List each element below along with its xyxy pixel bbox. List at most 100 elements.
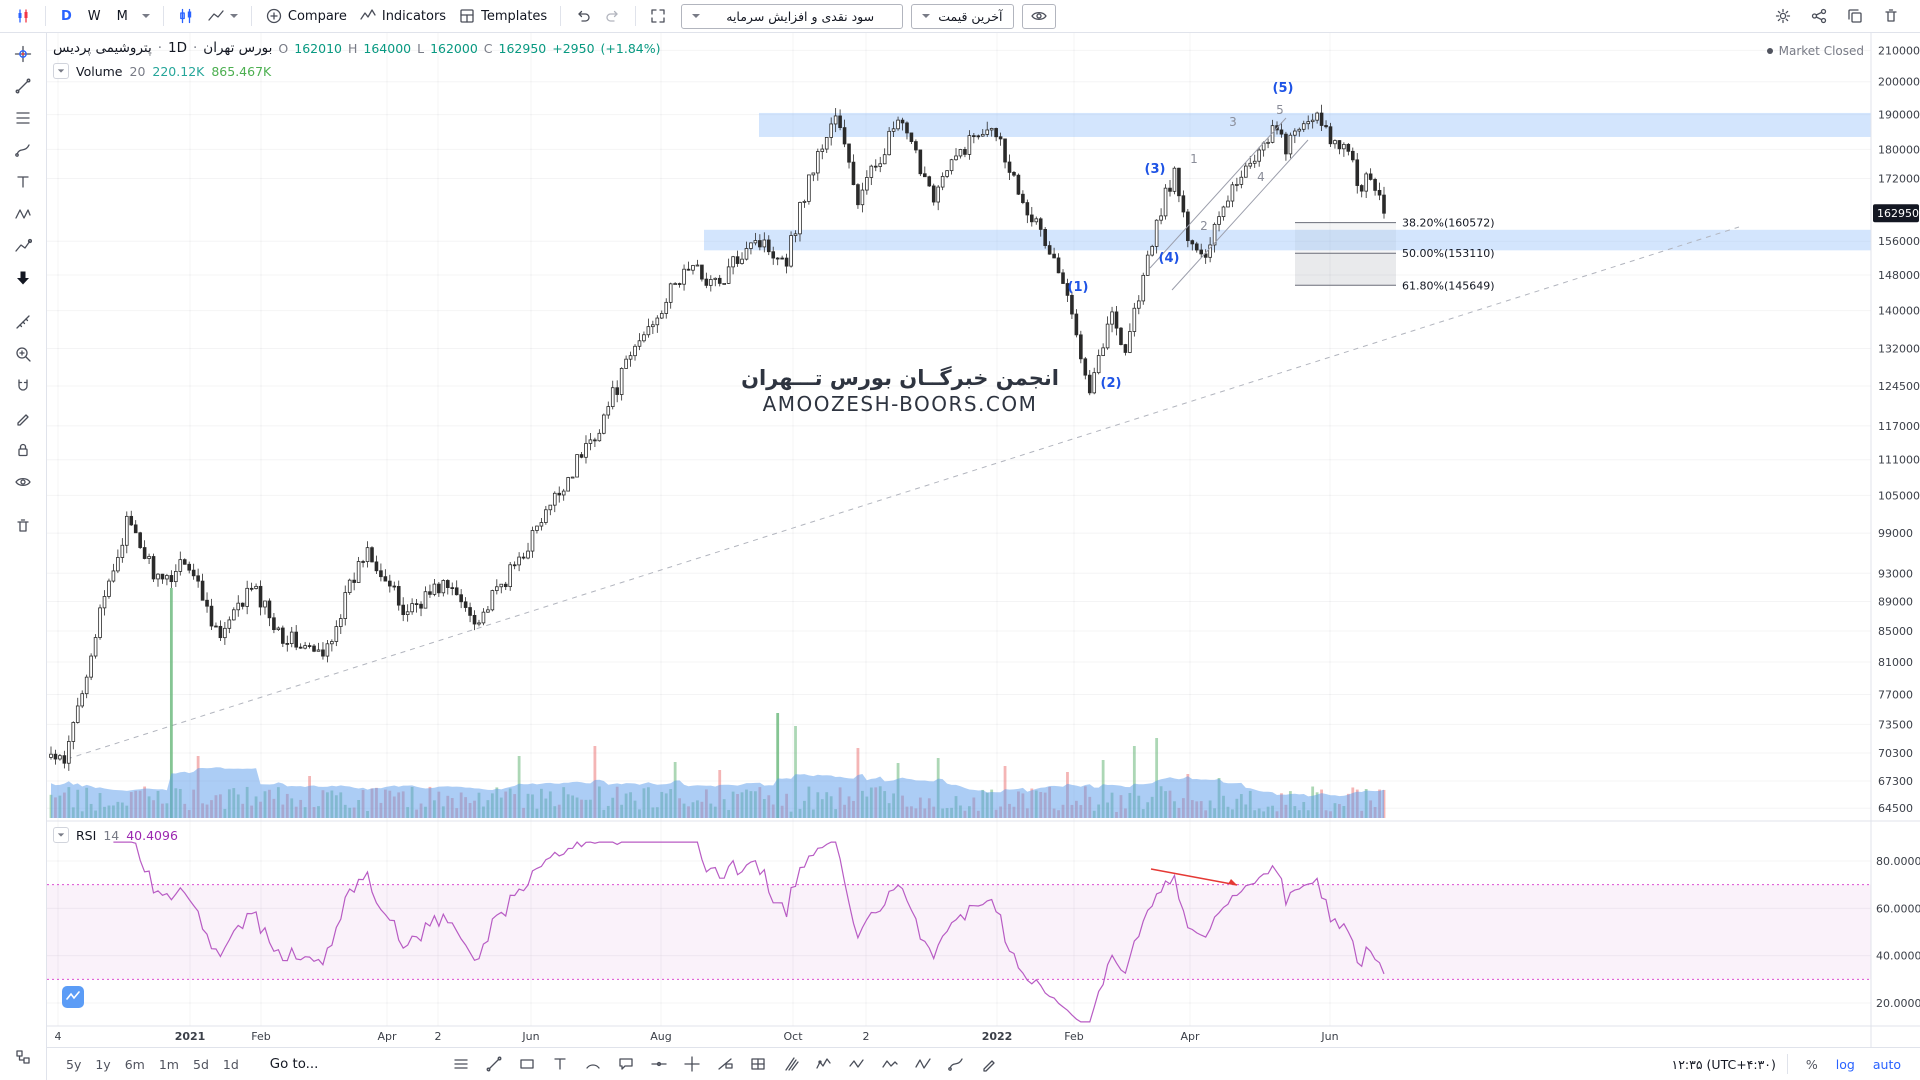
text-tool[interactable]: [4, 167, 42, 197]
arc-tool[interactable]: [578, 1051, 608, 1077]
svg-text:50.00%(153110): 50.00%(153110): [1402, 247, 1495, 260]
collapse-rsi-button[interactable]: [53, 827, 69, 843]
log-scale-button[interactable]: log: [1829, 1054, 1862, 1075]
rsi-indicator-header: RSI 14 40.4096: [53, 827, 178, 843]
chart-layout-button[interactable]: [8, 3, 38, 29]
trash-tool[interactable]: [4, 511, 42, 541]
timeframe-week-button[interactable]: W: [80, 5, 109, 28]
measure-tool[interactable]: [4, 307, 42, 337]
range-5y-button[interactable]: 5y: [59, 1054, 88, 1075]
visibility-button[interactable]: [1021, 3, 1056, 29]
svg-text:111000: 111000: [1878, 454, 1920, 467]
svg-text:67300: 67300: [1878, 775, 1913, 788]
volume-label[interactable]: Volume: [76, 63, 123, 79]
brush-tool[interactable]: [941, 1051, 971, 1077]
pitchfork-tool[interactable]: [776, 1051, 806, 1077]
compare-button[interactable]: Compare: [259, 3, 353, 29]
timeframe-menu-button[interactable]: [136, 10, 156, 22]
marker-tool[interactable]: [974, 1051, 1004, 1077]
svg-text:73500: 73500: [1878, 718, 1913, 731]
cursor-cross-icon: [14, 45, 32, 63]
lock-tool[interactable]: [4, 435, 42, 465]
horizontal-line-tool[interactable]: [644, 1051, 674, 1077]
trend-line-tool[interactable]: [4, 71, 42, 101]
object-tree-tool[interactable]: [4, 1042, 42, 1072]
price-mode-select[interactable]: آخرین قیمت: [911, 3, 1014, 29]
brush-tool[interactable]: [4, 135, 42, 165]
supply-demand-zones[interactable]: [704, 112, 1871, 251]
chart-type-button[interactable]: [171, 3, 201, 29]
elliott-impulse-tool[interactable]: [809, 1051, 839, 1077]
support-trendline[interactable]: [66, 226, 1740, 760]
time-axis[interactable]: 4 2021 Feb Apr 2 Jun Aug Oct 2 2022 Feb Apr Jun: [55, 1030, 1339, 1043]
price-axis[interactable]: 210000 200000 190000 180000 172000 156000 1480…: [1873, 44, 1920, 1010]
fib-retracement-drawing[interactable]: 38.20%(160572) 50.00%(153110) 61.80%(14564…: [1295, 217, 1495, 293]
rectangle-tool[interactable]: [512, 1051, 542, 1077]
symbol-name[interactable]: پتروشیمی پردیس: [53, 40, 152, 56]
collapse-volume-button[interactable]: [53, 63, 69, 79]
trend-line-tool[interactable]: [479, 1051, 509, 1077]
symbol-timeframe[interactable]: 1D: [168, 40, 187, 56]
cross-line-tool[interactable]: [677, 1051, 707, 1077]
range-6m-button[interactable]: 6m: [118, 1054, 152, 1075]
table-grid-tool[interactable]: [743, 1051, 773, 1077]
timeframe-month-button[interactable]: M: [109, 5, 136, 28]
templates-button[interactable]: Templates: [452, 3, 553, 29]
redo-button[interactable]: [598, 3, 628, 29]
snapshot-button[interactable]: [1840, 3, 1870, 29]
svg-text:(1): (1): [1068, 280, 1089, 295]
arrow-down-tool[interactable]: [4, 263, 42, 293]
svg-text:148000: 148000: [1878, 269, 1920, 282]
marker-tool[interactable]: [4, 403, 42, 433]
panel-list-tool[interactable]: [446, 1051, 476, 1077]
clock-label[interactable]: ۱۲:۳۵ (UTC+۴:۳۰): [1671, 1056, 1776, 1072]
xabcd-pattern-tool[interactable]: [4, 199, 42, 229]
svg-text:99000: 99000: [1878, 527, 1913, 540]
low-value: 162000: [430, 40, 478, 56]
percent-scale-button[interactable]: %: [1799, 1054, 1825, 1075]
forecast-tool[interactable]: [4, 231, 42, 261]
elliott-triangle-tool[interactable]: [875, 1051, 905, 1077]
eye-tool[interactable]: [4, 467, 42, 497]
settings-button[interactable]: [1768, 3, 1798, 29]
goto-date-button[interactable]: Go to...: [262, 1054, 327, 1075]
rsi-pane-logo-button[interactable]: [62, 986, 84, 1008]
dividends-select[interactable]: سود نقدی و افزایش سرمایه: [681, 3, 904, 29]
chart-canvas[interactable]: 38.20%(160572) 50.00%(153110) 61.80%(14564…: [0, 0, 1920, 1047]
delete-button[interactable]: [1876, 3, 1906, 29]
svg-text:(2): (2): [1101, 376, 1122, 391]
fullscreen-button[interactable]: [643, 3, 673, 29]
share-button[interactable]: [1804, 3, 1834, 29]
svg-text:2: 2: [1200, 219, 1208, 233]
share-icon: [1811, 8, 1827, 24]
cursor-cross-tool[interactable]: [4, 39, 42, 69]
symbol-header[interactable]: پتروشیمی پردیس · 1D · بورس تهران O 162010…: [53, 40, 660, 56]
zoom-in-tool[interactable]: [4, 339, 42, 369]
wave-logo-icon: [66, 991, 80, 1000]
range-1m-button[interactable]: 1m: [152, 1054, 186, 1075]
elliott-correction-tool[interactable]: [842, 1051, 872, 1077]
rsi-pane[interactable]: [47, 841, 1871, 1023]
svg-text:61.80%(145649): 61.80%(145649): [1402, 279, 1495, 292]
info-line-tool[interactable]: [710, 1051, 740, 1077]
fib-retracement-tool[interactable]: [4, 103, 42, 133]
zigzag-tool[interactable]: [908, 1051, 938, 1077]
range-1y-button[interactable]: 1y: [88, 1054, 117, 1075]
divider: [1786, 1054, 1788, 1074]
undo-button[interactable]: [568, 3, 598, 29]
callout-tool[interactable]: [611, 1051, 641, 1077]
auto-scale-button[interactable]: auto: [1866, 1054, 1908, 1075]
svg-text:40.0000: 40.0000: [1876, 950, 1920, 963]
magnet-tool[interactable]: [4, 371, 42, 401]
range-5d-button[interactable]: 5d: [186, 1054, 216, 1075]
rsi-label[interactable]: RSI: [76, 827, 97, 843]
timeframe-day-button[interactable]: D: [53, 5, 80, 28]
indicators-button[interactable]: Indicators: [353, 3, 452, 29]
svg-text:64500: 64500: [1878, 802, 1913, 815]
range-1d-button[interactable]: 1d: [216, 1054, 246, 1075]
line-type-button[interactable]: [201, 3, 244, 29]
marker-icon: [983, 1060, 996, 1072]
elliott-wave-labels[interactable]: (1) (2) (3) (4) (5) 1 2 3 4 5: [1068, 81, 1309, 391]
svg-text:2021: 2021: [175, 1030, 206, 1043]
text-tool[interactable]: [545, 1051, 575, 1077]
